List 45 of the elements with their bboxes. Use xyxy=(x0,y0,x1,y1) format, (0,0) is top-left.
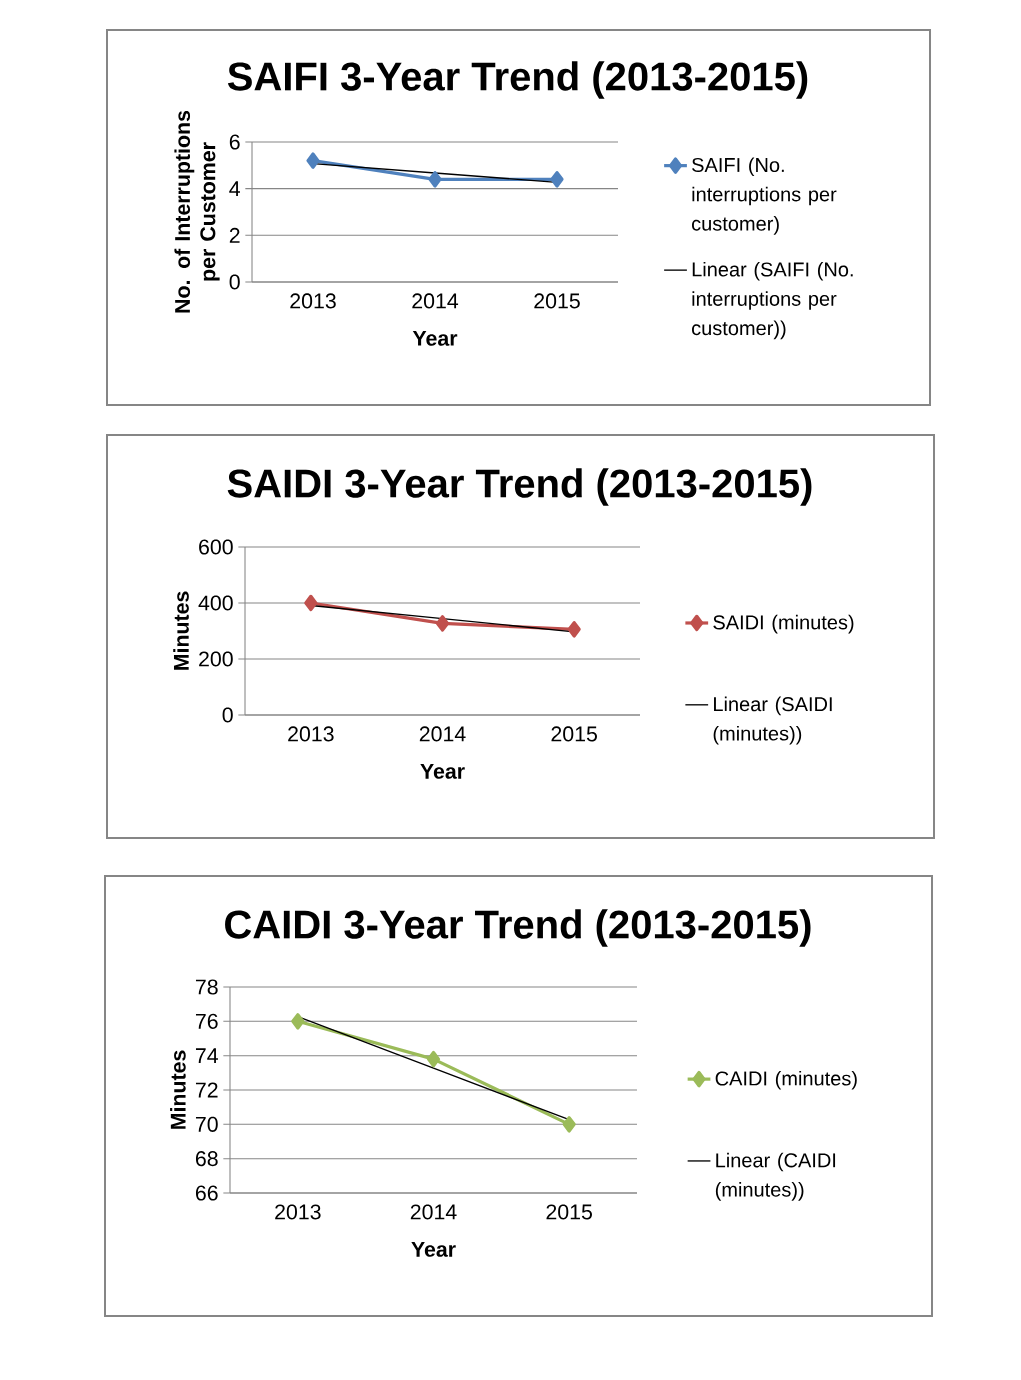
chart-title: CAIDI 3-Year Trend (2013-2015) xyxy=(225,909,811,947)
legend-label: SAIDI (minutes) xyxy=(713,614,854,634)
y-tick-label: 400 xyxy=(198,595,233,611)
y-tick-label: 6 xyxy=(229,134,240,150)
legend-label: Linear (SAIDI (minutes)) xyxy=(713,696,832,745)
point xyxy=(562,1116,576,1133)
x-tick-label: 2014 xyxy=(410,1204,457,1220)
legend-label: SAIFI (No. interruptions per customer) xyxy=(692,157,837,235)
y-tick-label: 78 xyxy=(195,979,218,995)
y-tick-label: 66 xyxy=(195,1185,218,1201)
point xyxy=(304,594,318,612)
x-tick-label: 2013 xyxy=(290,293,336,309)
y-tick-label: 0 xyxy=(222,707,233,723)
y-axis-title: No. of Interruptions per Customer xyxy=(174,110,220,313)
y-tick-label: 2 xyxy=(229,227,240,243)
y-tick-label: 74 xyxy=(195,1048,218,1063)
y-tick-label: 70 xyxy=(195,1116,218,1132)
x-tick-label: 2015 xyxy=(534,293,580,309)
chart-title: SAIFI 3-Year Trend (2013-2015) xyxy=(227,61,808,99)
y-tick-label: 200 xyxy=(199,651,233,667)
y-tick-label: 68 xyxy=(195,1151,218,1167)
x-axis-title: Year xyxy=(411,1241,456,1257)
point xyxy=(291,1013,305,1030)
x-tick-label: 2015 xyxy=(546,1204,592,1220)
point xyxy=(435,615,450,632)
y-axis-title: Minutes xyxy=(173,591,189,670)
y-tick-label: 4 xyxy=(229,181,240,196)
x-tick-label: 2015 xyxy=(551,726,597,742)
y-tick-label: 0 xyxy=(229,274,240,290)
point xyxy=(426,1050,441,1068)
legend-label: Linear (CAIDI (minutes)) xyxy=(715,1152,836,1201)
x-tick-label: 2013 xyxy=(275,1204,321,1220)
point xyxy=(567,621,581,638)
legend-label: CAIDI (minutes) xyxy=(715,1070,857,1090)
legend-label: Linear (SAIFI (No. interruptions per customer)) xyxy=(692,261,853,340)
x-axis-title: Year xyxy=(412,330,458,346)
y-tick-label: 76 xyxy=(195,1013,218,1029)
x-tick-label: 2013 xyxy=(288,726,334,742)
y-axis-title: Minutes xyxy=(170,1050,186,1129)
x-tick-label: 2014 xyxy=(419,726,466,742)
x-tick-label: 2014 xyxy=(412,293,459,309)
y-tick-label: 72 xyxy=(195,1082,218,1098)
x-axis-title: Year xyxy=(420,763,465,779)
chart-title: SAIDI 3-Year Trend (2013-2015) xyxy=(227,468,812,506)
y-tick-label: 600 xyxy=(199,539,233,555)
